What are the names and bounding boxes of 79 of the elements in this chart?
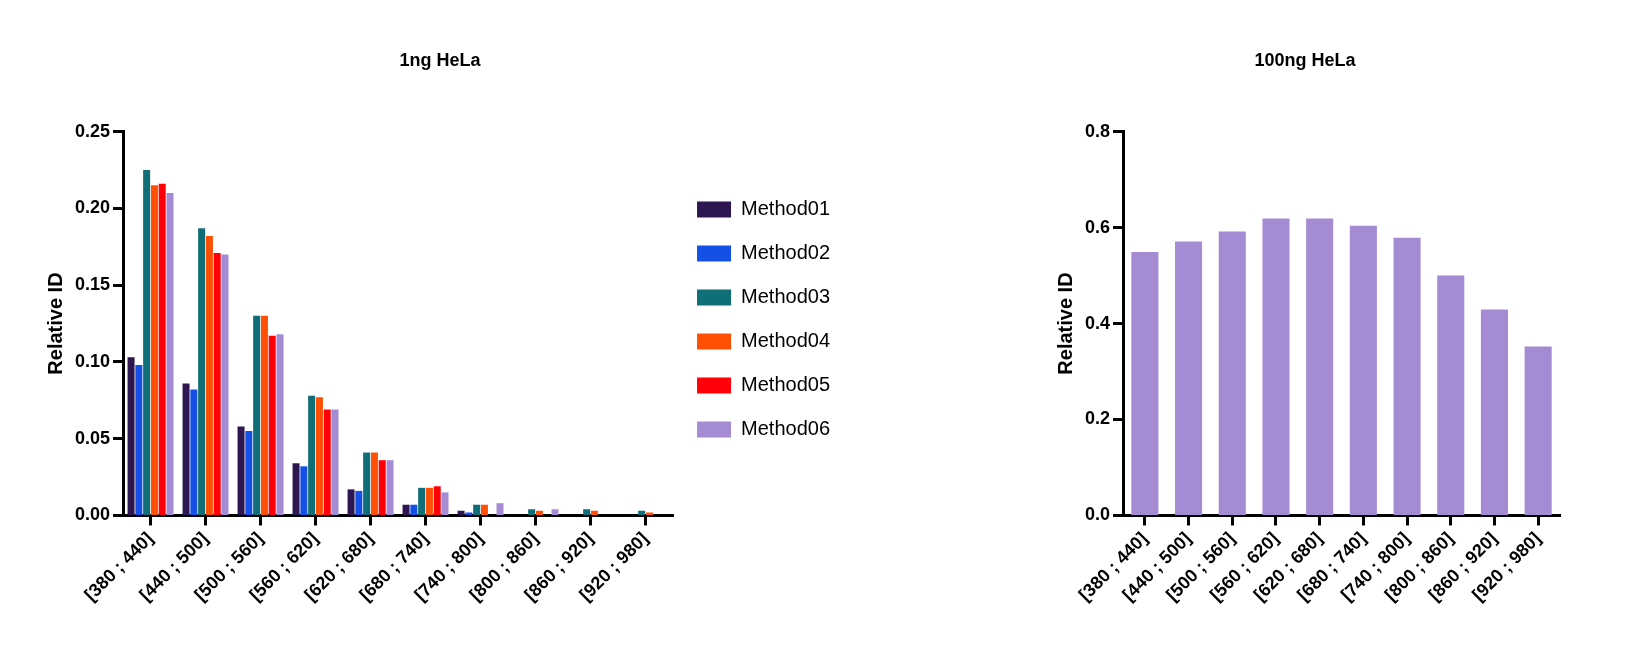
bar [190, 389, 198, 515]
bar [276, 334, 284, 515]
bar [1393, 237, 1421, 515]
bar [315, 397, 323, 515]
bar [465, 512, 473, 515]
y-tick-label: 0.6 [1084, 216, 1111, 237]
bar [1262, 218, 1290, 515]
bar [182, 383, 190, 515]
bar [410, 504, 418, 515]
bar [1306, 218, 1334, 515]
bar [402, 504, 410, 515]
bar [166, 193, 174, 515]
y-tick-label: 0.10 [74, 350, 111, 371]
bar [213, 252, 221, 515]
bar [143, 169, 151, 515]
y-tick-label: 0.20 [74, 197, 111, 218]
legend-label: Method04 [741, 329, 831, 352]
legend-label: Method01 [741, 197, 831, 220]
bar [300, 466, 308, 515]
bar [292, 463, 300, 515]
bar [583, 509, 591, 515]
bar [260, 315, 268, 515]
bar [1437, 275, 1465, 515]
bar [331, 409, 339, 515]
y-tick-label: 0.0 [1084, 504, 1111, 525]
bar [221, 254, 229, 515]
bar [347, 489, 355, 515]
bar [425, 487, 433, 515]
bar [473, 504, 481, 515]
bar [127, 357, 135, 515]
bar [237, 426, 245, 515]
bar [135, 364, 143, 515]
legend-label: Method05 [741, 373, 831, 396]
y-tick-label: 0.05 [74, 427, 111, 448]
legend-label: Method02 [741, 241, 831, 264]
bar [535, 510, 543, 515]
bar [433, 486, 441, 515]
bar [551, 509, 559, 515]
bar [205, 236, 213, 515]
bar [528, 509, 536, 515]
bar [1349, 225, 1377, 515]
bar [1175, 241, 1203, 515]
bar [308, 395, 316, 515]
chart-title: 1ng HeLa [399, 49, 482, 70]
bar [378, 460, 386, 515]
legend-label: Method03 [741, 285, 831, 308]
bar [355, 490, 363, 515]
bar [1480, 309, 1508, 515]
chart-title: 100ng HeLa [1254, 49, 1357, 70]
bar [323, 409, 331, 515]
bar [363, 452, 371, 515]
bar [590, 510, 598, 515]
bar [480, 504, 488, 515]
y-tick-label: 0.8 [1084, 120, 1111, 141]
y-axis-title: Relative ID [1053, 272, 1076, 375]
bar [150, 185, 158, 515]
y-tick-label: 0.2 [1084, 408, 1111, 429]
y-tick-label: 0.15 [74, 274, 111, 295]
bar [638, 510, 646, 515]
bar [441, 492, 449, 515]
bar [418, 487, 426, 515]
bar [158, 183, 166, 515]
bar [1218, 231, 1246, 515]
y-axis-title: Relative ID [43, 272, 66, 375]
bar [370, 452, 378, 515]
bar [496, 503, 504, 515]
bar [645, 512, 653, 515]
bar [253, 315, 261, 515]
bar [198, 228, 206, 515]
bar [457, 510, 465, 515]
bar [386, 460, 394, 515]
y-tick-label: 0.4 [1084, 312, 1111, 333]
legend-label: Method06 [741, 417, 831, 440]
bar [1524, 346, 1552, 515]
y-tick-label: 0.25 [74, 120, 111, 141]
bar [245, 431, 253, 515]
y-tick-label: 0.00 [74, 504, 111, 525]
bar [1131, 252, 1159, 515]
bar [268, 335, 276, 515]
